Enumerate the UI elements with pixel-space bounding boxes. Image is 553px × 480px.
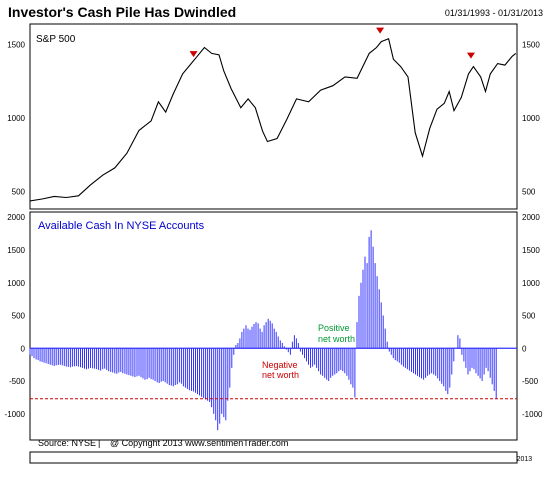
sp500-line bbox=[29, 37, 517, 202]
positive-annotation-line1: Positive bbox=[318, 323, 350, 333]
cash-y-tick-left: -500 bbox=[9, 377, 26, 386]
cash-y-tick-left: 1500 bbox=[7, 246, 25, 255]
cash-y-tick-right: 2000 bbox=[522, 213, 540, 222]
sp500-y-tick-right: 1000 bbox=[522, 114, 540, 123]
peak-marker-3 bbox=[466, 52, 475, 59]
cash-y-tick-left: 2000 bbox=[7, 213, 25, 222]
positive-annotation-line2: net worth bbox=[318, 334, 355, 344]
cash-y-tick-right: -500 bbox=[522, 377, 539, 386]
cash-y-tick-left: 500 bbox=[12, 312, 26, 321]
sp500-y-tick-left: 500 bbox=[12, 187, 26, 196]
x-axis-strip bbox=[29, 451, 518, 464]
sp500-panel-label: S&P 500 bbox=[36, 34, 76, 45]
sp500-y-tick-left: 1000 bbox=[7, 114, 25, 123]
sp500-layer bbox=[29, 27, 517, 202]
cash-y-tick-right: 500 bbox=[522, 312, 536, 321]
cash-y-tick-left: -1000 bbox=[5, 410, 26, 419]
footer-separator: | bbox=[98, 438, 100, 448]
peak-marker-1 bbox=[189, 51, 198, 58]
cash-y-tick-right: 1000 bbox=[522, 279, 540, 288]
sp500-y-tick-right: 1500 bbox=[522, 41, 540, 50]
cash-y-tick-left: 0 bbox=[21, 344, 26, 353]
sp500-y-tick-left: 1500 bbox=[7, 41, 25, 50]
sp500-y-tick-right: 500 bbox=[522, 187, 536, 196]
cash-bars-layer bbox=[29, 230, 517, 431]
cash-y-tick-left: 1000 bbox=[7, 279, 25, 288]
date-range: 01/31/1993 - 01/31/2013 bbox=[444, 8, 543, 18]
cash-y-tick-right: 0 bbox=[522, 344, 527, 353]
cash-y-tick-right: -1000 bbox=[522, 410, 543, 419]
negative-annotation-line1: Negative bbox=[262, 360, 298, 370]
cash-panel-label: Available Cash In NYSE Accounts bbox=[38, 220, 205, 232]
cash-y-tick-right: 1500 bbox=[522, 246, 540, 255]
footer-source: Source: NYSE bbox=[38, 438, 96, 448]
peak-marker-2 bbox=[376, 27, 385, 34]
cash-panel bbox=[29, 211, 518, 441]
negative-annotation-line2: net worth bbox=[262, 370, 299, 380]
x-tick-label: 2013 bbox=[517, 456, 533, 463]
sp500-panel bbox=[29, 23, 518, 210]
chart-title: Investor's Cash Pile Has Dwindled bbox=[8, 4, 237, 20]
footer-copyright: @ Copyright 2013 www.sentimenTrader.com bbox=[110, 438, 288, 448]
